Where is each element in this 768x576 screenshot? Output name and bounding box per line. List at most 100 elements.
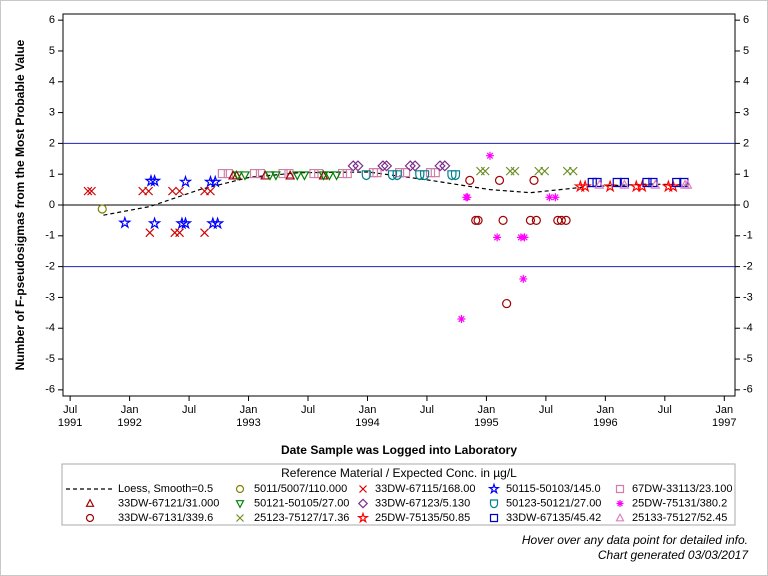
x-tick-label: Jul <box>182 404 197 416</box>
legend-label: 25123-75127/17.36 <box>254 512 349 524</box>
y-tick-label: -4 <box>45 322 55 334</box>
legend-marker <box>236 514 244 522</box>
data-point <box>387 170 398 181</box>
legend-marker <box>489 513 499 523</box>
data-point <box>648 177 658 188</box>
x-tick-label: Jan 1993 <box>236 404 261 429</box>
y2-tick-label: -2 <box>743 261 753 273</box>
y-tick-label: -1 <box>45 230 55 242</box>
legend-box <box>61 463 736 526</box>
data-point <box>97 204 107 214</box>
y2-tick-label: -6 <box>743 384 753 396</box>
data-point <box>561 215 571 225</box>
data-point <box>342 168 352 179</box>
y2-tick-label: 5 <box>743 45 749 57</box>
y-tick-label: 4 <box>49 76 55 88</box>
data-point <box>531 215 541 225</box>
y-tick-label: 5 <box>49 45 55 57</box>
y2-tick-label: 4 <box>743 76 749 88</box>
y-tick-label: -6 <box>45 384 55 396</box>
y-tick-label: 1 <box>49 168 55 180</box>
y-tick-label: -3 <box>45 291 55 303</box>
data-point <box>324 171 335 181</box>
legend-label: 33DW-67115/168.00 <box>375 483 476 495</box>
legend-marker <box>85 513 95 523</box>
data-point <box>118 215 132 229</box>
data-point <box>361 170 371 181</box>
legend-marker <box>235 484 245 494</box>
y2-tick-label: -3 <box>743 291 753 303</box>
x-axis-label: Date Sample was Logged into Laboratory <box>281 443 517 457</box>
legend-label: Loess, Smooth=0.5 <box>118 483 213 495</box>
data-point <box>175 216 189 230</box>
footnote: Chart generated 03/03/2017 <box>598 548 749 562</box>
data-point <box>430 168 440 178</box>
legend-label: 33DW-67135/45.42 <box>506 512 601 524</box>
y2-tick-label: 0 <box>743 199 749 211</box>
legend-label: 25133-75127/52.45 <box>632 512 727 524</box>
data-point <box>178 216 193 230</box>
y-axis-label: Number of F-pseudosigmas from the Most P… <box>13 39 27 370</box>
legend-label: 50123-50121/27.00 <box>506 497 601 509</box>
data-point <box>473 215 483 225</box>
data-point <box>666 179 680 193</box>
data-point <box>650 179 661 189</box>
y-tick-label: 6 <box>49 14 55 26</box>
y2-tick-label: -5 <box>743 353 753 365</box>
x-tick-label: Jul <box>657 404 672 416</box>
x-tick-label: Jan 1996 <box>593 404 618 429</box>
y-tick-label: 2 <box>49 137 55 149</box>
data-point <box>167 186 177 196</box>
legend-label: 33DW-67123/5.130 <box>375 497 470 509</box>
y-tick-label: -5 <box>45 353 55 365</box>
data-point <box>465 175 475 185</box>
data-point <box>331 171 342 181</box>
data-point <box>415 170 425 181</box>
data-point <box>619 179 630 189</box>
data-point <box>463 193 472 202</box>
data-point <box>568 166 578 176</box>
data-point <box>594 179 605 189</box>
data-point <box>175 186 184 196</box>
y2-tick-label: 3 <box>743 106 749 118</box>
data-point <box>264 171 275 181</box>
x-tick-label: Jul <box>419 404 434 416</box>
legend-label: 50115-50103/145.0 <box>506 483 601 495</box>
data-point <box>419 170 430 181</box>
data-point <box>520 233 529 242</box>
legend-label: 50121-50105/27.00 <box>254 497 349 509</box>
data-point <box>392 170 402 181</box>
legend-marker <box>616 500 624 507</box>
data-point <box>545 193 554 202</box>
legend-marker <box>85 498 95 507</box>
data-point <box>147 216 162 230</box>
data-point <box>434 160 446 172</box>
data-point <box>206 186 215 196</box>
x-tick-label: Jul 1991 <box>57 404 83 429</box>
legend-marker <box>235 500 245 509</box>
y-tick-label: 3 <box>49 106 55 118</box>
data-point <box>372 168 382 178</box>
x-tick-label: Jul <box>300 404 316 416</box>
data-point <box>556 215 566 225</box>
data-point <box>551 193 560 202</box>
legend-marker <box>615 484 625 494</box>
data-point <box>619 177 629 188</box>
x-tick-label: Jan 1992 <box>117 404 142 429</box>
data-point <box>200 228 209 238</box>
legend-marker <box>359 485 367 493</box>
data-point <box>682 179 693 189</box>
legend-label: 67DW-33113/23.100 <box>632 483 733 495</box>
data-point <box>299 171 310 181</box>
data-point <box>471 215 481 225</box>
legend-label: 25DW-75131/380.2 <box>632 497 727 509</box>
data-point <box>144 173 158 187</box>
data-point <box>510 166 520 176</box>
data-point <box>540 166 550 176</box>
legend-label: 25DW-75135/50.85 <box>375 512 470 524</box>
data-point <box>447 170 457 181</box>
data-point <box>292 171 303 181</box>
